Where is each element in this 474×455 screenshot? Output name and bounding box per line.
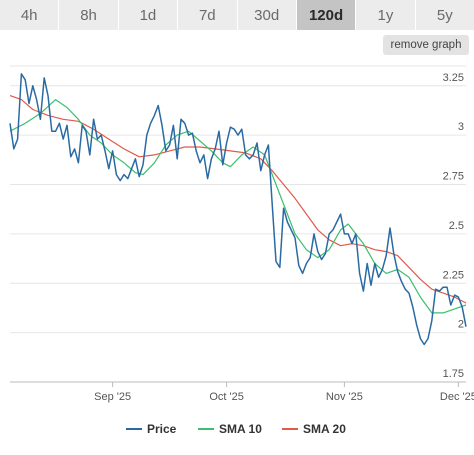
legend-label: SMA 20 <box>303 422 346 436</box>
y-tick-label: 3 <box>458 121 464 133</box>
x-tick-label: Oct '25 <box>209 391 244 403</box>
y-tick-label: 2.75 <box>443 171 464 183</box>
range-tabs: 4h 8h 1d 7d 30d 120d 1y 5y <box>0 0 474 30</box>
tab-5y[interactable]: 5y <box>415 0 474 30</box>
tab-7d[interactable]: 7d <box>178 0 238 30</box>
y-tick-label: 2.5 <box>449 220 464 232</box>
y-tick-label: 2 <box>458 319 464 331</box>
legend: Price SMA 10 SMA 20 <box>126 422 346 436</box>
y-tick-label: 1.75 <box>443 368 464 380</box>
legend-label: Price <box>147 422 177 436</box>
series-line-sma-10 <box>9 99 467 314</box>
x-axis: Sep '25 Oct '25 Nov '25 Dec '25 <box>10 381 474 403</box>
grid-lines <box>10 65 466 383</box>
tab-4h[interactable]: 4h <box>0 0 60 30</box>
x-tick-label: Sep '25 <box>94 391 131 403</box>
legend-label: SMA 10 <box>219 422 262 436</box>
tab-120d[interactable]: 120d <box>296 0 357 30</box>
series-lines <box>9 73 467 346</box>
tab-30d[interactable]: 30d <box>237 0 297 30</box>
tab-1d[interactable]: 1d <box>118 0 179 30</box>
remove-graph-button[interactable]: remove graph <box>383 35 469 55</box>
y-tick-label: 3.25 <box>443 72 464 84</box>
tab-8h[interactable]: 8h <box>59 0 119 30</box>
y-axis-ticks: 1.75 2 2.25 2.5 2.75 3 3.25 <box>443 72 464 380</box>
series-line-price <box>9 73 467 346</box>
x-tick-label: Dec '25 <box>440 391 474 403</box>
x-tick-label: Nov '25 <box>326 391 363 403</box>
tab-1y[interactable]: 1y <box>356 0 416 30</box>
series-line-sma-20 <box>9 95 467 304</box>
y-tick-label: 2.25 <box>443 269 464 281</box>
